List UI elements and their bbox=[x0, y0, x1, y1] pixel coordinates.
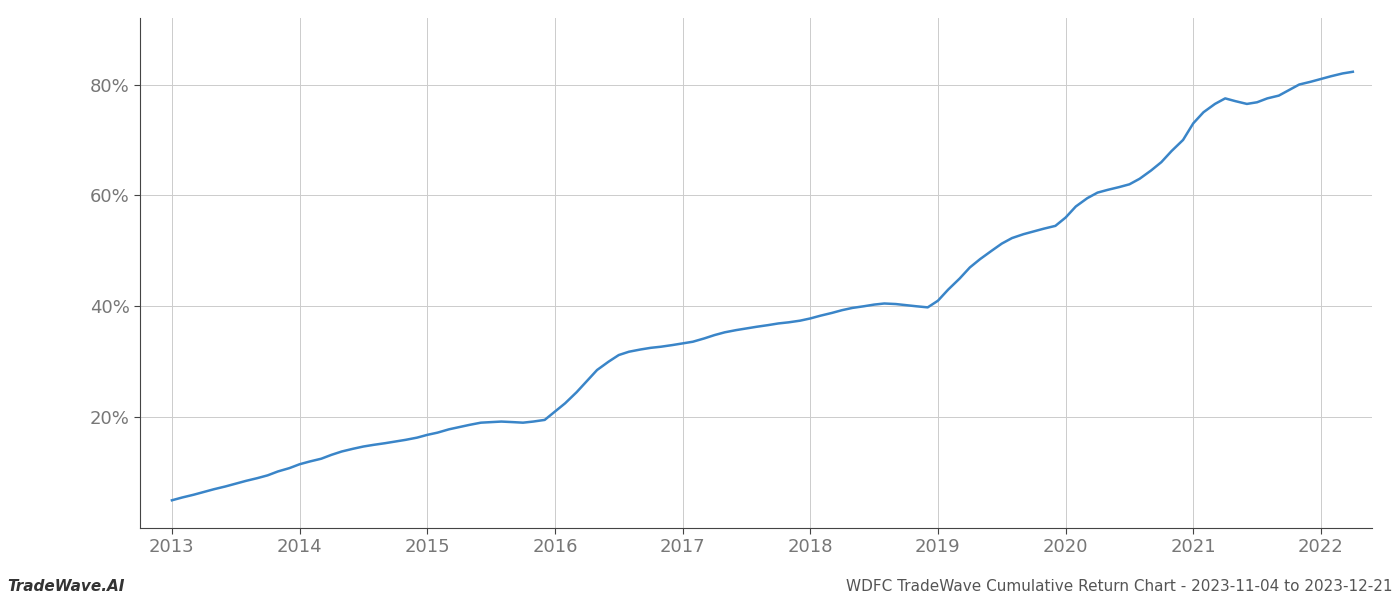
Text: TradeWave.AI: TradeWave.AI bbox=[7, 579, 125, 594]
Text: WDFC TradeWave Cumulative Return Chart - 2023-11-04 to 2023-12-21: WDFC TradeWave Cumulative Return Chart -… bbox=[847, 579, 1393, 594]
